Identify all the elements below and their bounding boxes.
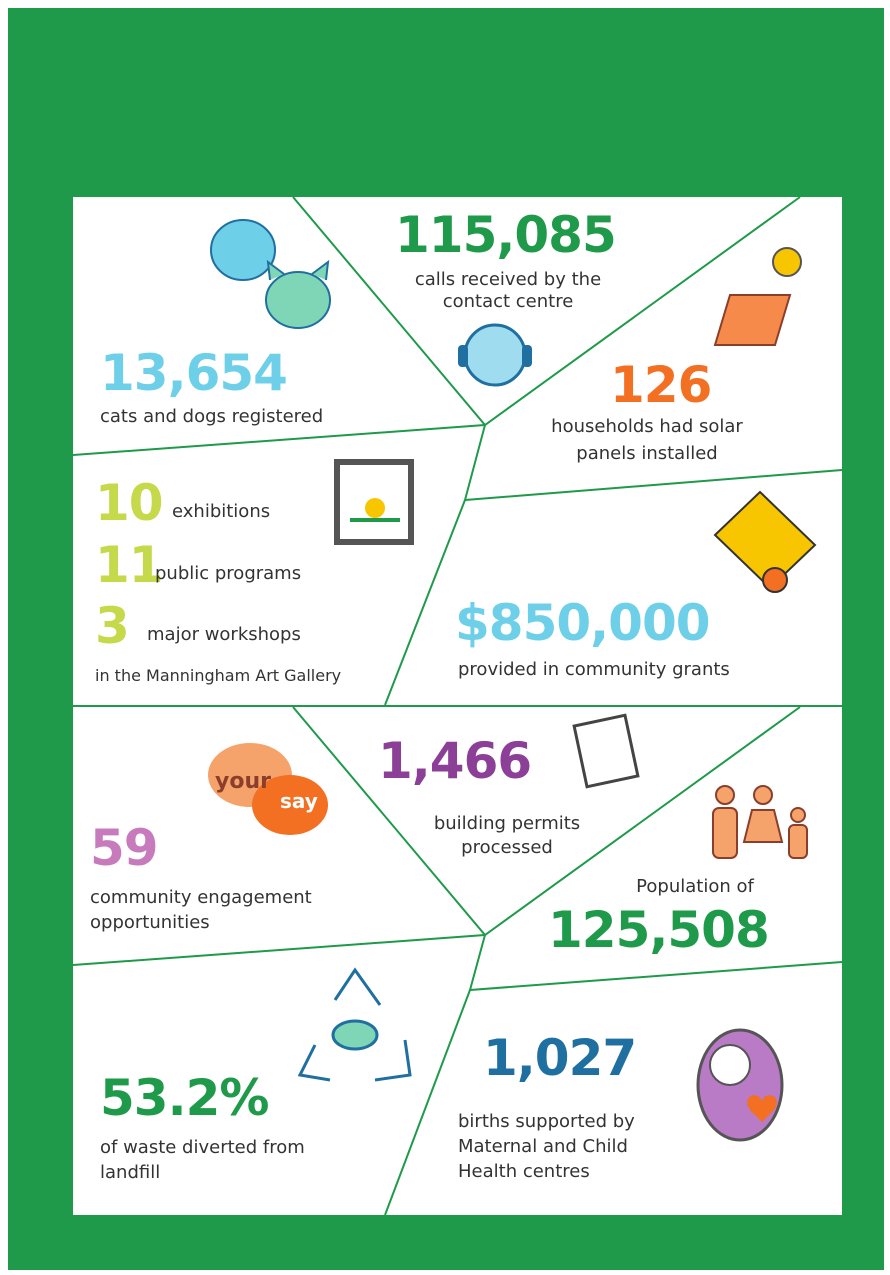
icon-text: your xyxy=(215,769,271,794)
stat-value: 115,085 xyxy=(395,206,616,264)
stat-label: births supported by xyxy=(458,1111,635,1132)
dividers xyxy=(72,196,843,1216)
stat-label: opportunities xyxy=(90,912,210,933)
stat-value: $850,000 xyxy=(455,594,710,652)
stat-label: contact centre xyxy=(443,291,574,312)
gallery-note: in the Manningham Art Gallery xyxy=(95,666,341,685)
stat-label: landfill xyxy=(100,1162,160,1183)
gallery-label: exhibitions xyxy=(172,501,270,522)
panel-top xyxy=(73,197,842,705)
gallery-label: major workshops xyxy=(147,624,301,645)
stat-label: community engagement xyxy=(90,887,312,908)
stat-value: 13,654 xyxy=(100,344,287,402)
panel-bottom xyxy=(73,707,842,1215)
stat-label: calls received by the xyxy=(415,269,601,290)
speech-icon: your say xyxy=(208,743,328,835)
baby-icon xyxy=(696,1028,784,1142)
stat-label: building permits xyxy=(434,813,580,834)
stat-label: cats and dogs registered xyxy=(100,406,323,427)
art-frame-icon xyxy=(334,459,414,545)
stat-label: Population of xyxy=(636,876,754,897)
gallery-value: 3 xyxy=(95,597,129,655)
stat-value: 1,466 xyxy=(378,732,531,790)
stat-value: 53.2% xyxy=(100,1069,268,1127)
certificate-icon xyxy=(713,490,817,593)
stat-label: provided in community grants xyxy=(458,659,730,680)
stat-value: 126 xyxy=(610,356,711,414)
stat-value: 59 xyxy=(90,819,158,877)
stat-label: panels installed xyxy=(576,443,717,464)
family-icon xyxy=(712,785,808,859)
pet-icon xyxy=(210,219,331,329)
recycle-icon xyxy=(297,967,412,1082)
icon-text: say xyxy=(280,789,318,813)
stat-label: Health centres xyxy=(458,1161,590,1182)
sun-solar-icon xyxy=(713,247,802,346)
headset-icon xyxy=(458,323,532,387)
stat-label: processed xyxy=(461,837,553,858)
stat-value: 125,508 xyxy=(548,901,769,959)
stat-label: Maternal and Child xyxy=(458,1136,628,1157)
gallery-value: 10 xyxy=(95,474,163,532)
gallery-value: 11 xyxy=(95,536,163,594)
gallery-label: public programs xyxy=(155,563,301,584)
stat-value: 1,027 xyxy=(483,1029,636,1087)
stat-label: households had solar xyxy=(551,416,743,437)
stat-label: of waste diverted from xyxy=(100,1137,305,1158)
checklist-icon xyxy=(572,713,640,789)
